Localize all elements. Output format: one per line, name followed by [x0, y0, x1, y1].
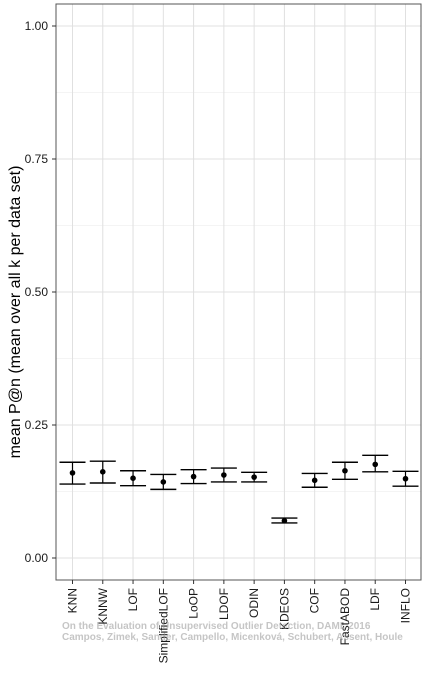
data-point [190, 473, 197, 480]
data-point [402, 475, 409, 482]
data-point [372, 461, 379, 468]
y-tick-label: 0.50 [25, 285, 49, 299]
x-tick-label: INFLO [399, 588, 413, 623]
data-point [311, 477, 318, 484]
error-bar-knn [59, 461, 86, 485]
error-bar-lof [120, 470, 147, 487]
x-tick-label: ODIN [247, 588, 261, 618]
y-axis: 0.00 0.25 0.50 0.75 1.00 [25, 19, 56, 565]
error-bar-ldof [210, 467, 237, 483]
data-point [99, 469, 106, 475]
y-tick-label: 1.00 [25, 19, 49, 33]
x-tick-label: LoOP [187, 588, 201, 619]
x-tick-label: LDF [368, 588, 382, 611]
y-tick-label: 0.00 [25, 551, 49, 565]
error-bar-knnw [89, 460, 116, 484]
data-point [160, 479, 167, 485]
grid-lines [56, 4, 421, 580]
y-axis-label: mean P@n (mean over all k per data set) [7, 166, 24, 459]
x-tick-label: SimplifiedLOF [156, 588, 170, 663]
data-point [69, 470, 76, 476]
error-bar-ldf [362, 454, 389, 473]
x-axis: KNN KNNW LOF SimplifiedLOF LoOP LDOF ODIN KDEOS… [66, 580, 413, 663]
error-bar-simplifiedlof [150, 473, 177, 491]
error-bar-odin [241, 471, 268, 483]
x-tick-label: KNN [66, 588, 80, 613]
x-tick-label: LDOF [217, 588, 231, 620]
x-tick-label: COF [308, 588, 322, 613]
data-point [130, 475, 136, 482]
x-tick-label: KNNW [96, 587, 110, 624]
error-bar-fastabod [331, 461, 358, 480]
error-bar-cof [301, 472, 328, 488]
x-tick-label: KDEOS [277, 588, 291, 630]
data-point [281, 517, 288, 524]
x-tick-label: FastABOD [338, 588, 352, 646]
y-tick-label: 0.25 [25, 418, 49, 432]
error-bar-loop [180, 468, 207, 485]
error-bar-inflo [392, 470, 419, 487]
data-point [251, 474, 257, 480]
data-marks [59, 454, 419, 524]
y-tick-label: 0.75 [25, 152, 49, 166]
x-tick-label: LOF [126, 588, 140, 611]
error-bar-kdeos [271, 517, 298, 524]
data-point [342, 467, 348, 474]
data-point [221, 472, 227, 478]
